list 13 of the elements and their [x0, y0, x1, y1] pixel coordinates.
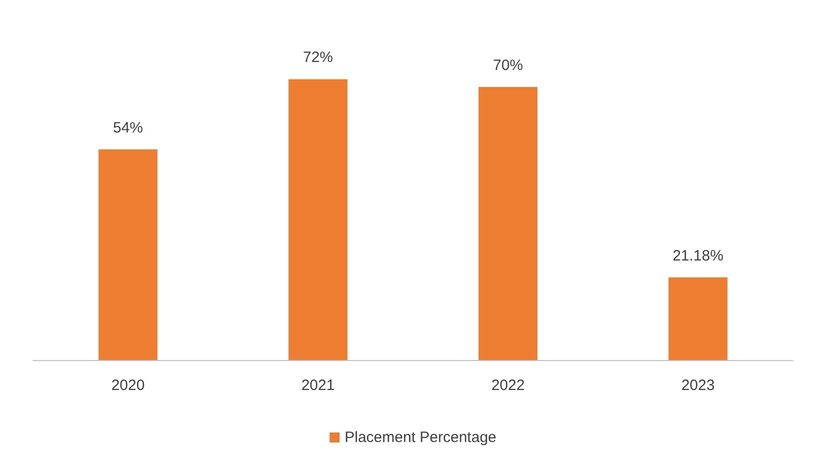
- x-tick-label: 2021: [301, 377, 335, 394]
- x-tick-label: 2022: [491, 377, 525, 394]
- bar: [668, 277, 728, 360]
- x-tick-label: 2020: [111, 377, 145, 394]
- bar: [98, 149, 158, 360]
- data-label: 21.18%: [672, 247, 724, 264]
- data-label: 54%: [112, 119, 144, 136]
- bar: [288, 79, 348, 360]
- data-label: 72%: [302, 49, 334, 66]
- legend-label: Placement Percentage: [344, 429, 496, 446]
- x-tick-label: 2023: [681, 377, 715, 394]
- bar: [478, 87, 538, 360]
- data-label: 70%: [492, 57, 524, 74]
